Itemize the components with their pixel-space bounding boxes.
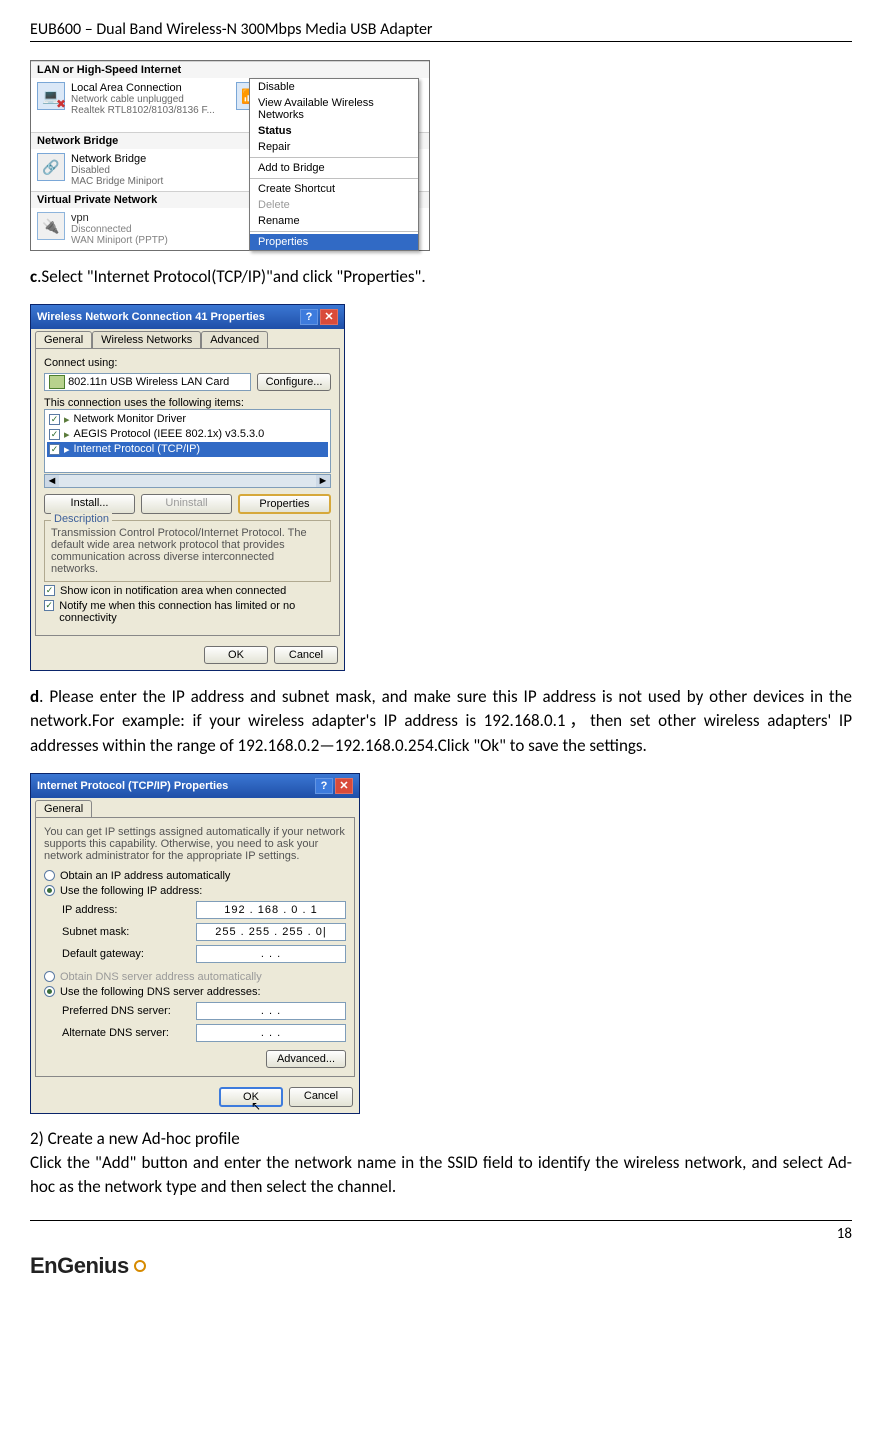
bridge-device: MAC Bridge Miniport: [71, 176, 163, 187]
titlebar-tcpip[interactable]: Internet Protocol (TCP/IP) Properties ? …: [31, 774, 359, 798]
radio-static-dns-label: Use the following DNS server addresses:: [60, 986, 261, 998]
menu-view-networks[interactable]: View Available Wireless Networks: [250, 95, 418, 123]
dns2-label: Alternate DNS server:: [62, 1027, 190, 1039]
menu-disable[interactable]: Disable: [250, 79, 418, 95]
dns2-input[interactable]: . . .: [196, 1024, 346, 1042]
item-tcpip[interactable]: ✓ ▸ Internet Protocol (TCP/IP): [47, 442, 328, 457]
tab-general[interactable]: General: [35, 331, 92, 348]
radio-static-ip-label: Use the following IP address:: [60, 885, 202, 897]
radio-static-dns[interactable]: [44, 986, 55, 997]
step-c-text: c.Select "Internet Protocol(TCP/IP)"and …: [30, 265, 852, 290]
lan-card-icon: [49, 375, 65, 389]
item-aegis[interactable]: ✓ ▸ AEGIS Protocol (IEEE 802.1x) v3.5.3.…: [47, 427, 328, 442]
item-network-monitor[interactable]: ✓ ▸ Network Monitor Driver: [47, 412, 328, 427]
advanced-button[interactable]: Advanced...: [266, 1050, 346, 1068]
menu-add-bridge[interactable]: Add to Bridge: [250, 160, 418, 176]
gw-input[interactable]: . . .: [196, 945, 346, 963]
footer-logo: EnGenius: [30, 1253, 852, 1279]
menu-repair[interactable]: Repair: [250, 139, 418, 155]
notify-label: Notify me when this connection has limit…: [59, 600, 331, 624]
items-list[interactable]: ✓ ▸ Network Monitor Driver ✓ ▸ AEGIS Pro…: [44, 409, 331, 473]
ok-button[interactable]: OK↖: [219, 1087, 283, 1107]
screenshot-network-connections: LAN or High-Speed Internet 💻✖ Local Area…: [30, 60, 430, 251]
dns1-label: Preferred DNS server:: [62, 1005, 190, 1017]
tab-wireless[interactable]: Wireless Networks: [92, 331, 201, 348]
description-label: Description: [51, 513, 112, 525]
show-icon-label: Show icon in notification area when conn…: [60, 585, 286, 597]
intro-text: You can get IP settings assigned automat…: [44, 826, 346, 862]
help-button[interactable]: ?: [315, 778, 333, 794]
category-lan: LAN or High-Speed Internet: [31, 61, 429, 78]
lan-icon: 💻✖: [37, 82, 65, 110]
cancel-button[interactable]: Cancel: [274, 646, 338, 664]
vpn-icon: 🔌: [37, 212, 65, 240]
show-icon-checkbox[interactable]: ✓: [44, 585, 55, 596]
logo-ring-icon: [134, 1260, 146, 1272]
cancel-button[interactable]: Cancel: [289, 1087, 353, 1107]
radio-auto-ip-label: Obtain an IP address automatically: [60, 870, 230, 882]
lan-name: Local Area Connection: [71, 82, 215, 94]
mask-input[interactable]: 255 . 255 . 255 . 0|: [196, 923, 346, 941]
menu-rename[interactable]: Rename: [250, 213, 418, 229]
close-button[interactable]: ✕: [320, 309, 338, 325]
menu-delete: Delete: [250, 197, 418, 213]
adapter-field: 802.11n USB Wireless LAN Card: [44, 373, 251, 391]
uninstall-button: Uninstall: [141, 494, 232, 514]
tab-general[interactable]: General: [35, 800, 92, 817]
install-button[interactable]: Install...: [44, 494, 135, 514]
screenshot-connection-properties: Wireless Network Connection 41 Propertie…: [30, 304, 345, 671]
connect-using-label: Connect using:: [44, 357, 331, 369]
configure-button[interactable]: Configure...: [257, 373, 331, 391]
lan-device: Realtek RTL8102/8103/8136 F...: [71, 105, 215, 116]
connection-lan[interactable]: 💻✖ Local Area Connection Network cable u…: [31, 78, 230, 132]
properties-button[interactable]: Properties: [238, 494, 331, 514]
screenshot-tcpip-properties: Internet Protocol (TCP/IP) Properties ? …: [30, 773, 360, 1114]
description-text: Transmission Control Protocol/Internet P…: [51, 527, 324, 575]
notify-checkbox[interactable]: ✓: [44, 600, 54, 611]
lan-status: Network cable unplugged: [71, 94, 215, 105]
menu-status[interactable]: Status: [250, 123, 418, 139]
menu-shortcut[interactable]: Create Shortcut: [250, 181, 418, 197]
ok-button[interactable]: OK: [204, 646, 268, 664]
section2-body: Click the "Add" button and enter the net…: [30, 1151, 852, 1200]
vpn-device: WAN Miniport (PPTP): [71, 235, 168, 246]
dns1-input[interactable]: . . .: [196, 1002, 346, 1020]
radio-auto-dns-label: Obtain DNS server address automatically: [60, 971, 262, 983]
step-d-text: d. Please enter the IP address and subne…: [30, 685, 852, 759]
radio-auto-ip[interactable]: [44, 870, 55, 881]
bridge-name: Network Bridge: [71, 153, 163, 165]
radio-static-ip[interactable]: [44, 885, 55, 896]
h-scrollbar[interactable]: ◄►: [44, 474, 331, 488]
gw-label: Default gateway:: [62, 948, 190, 960]
page-number: 18: [30, 1220, 852, 1243]
radio-auto-dns: [44, 971, 55, 982]
ip-label: IP address:: [62, 904, 190, 916]
bridge-status: Disabled: [71, 165, 163, 176]
titlebar[interactable]: Wireless Network Connection 41 Propertie…: [31, 305, 344, 329]
page-header: EUB600 – Dual Band Wireless-N 300Mbps Me…: [30, 20, 852, 42]
mask-label: Subnet mask:: [62, 926, 190, 938]
ip-input[interactable]: 192 . 168 . 0 . 1: [196, 901, 346, 919]
vpn-status: Disconnected: [71, 224, 168, 235]
context-menu[interactable]: Disable View Available Wireless Networks…: [249, 78, 419, 251]
help-button[interactable]: ?: [300, 309, 318, 325]
items-label: This connection uses the following items…: [44, 397, 331, 409]
window-title: Wireless Network Connection 41 Propertie…: [37, 311, 265, 323]
tab-advanced[interactable]: Advanced: [201, 331, 268, 348]
window-title-tcpip: Internet Protocol (TCP/IP) Properties: [37, 780, 228, 792]
section2-title: 2) Create a new Ad-hoc profile: [30, 1128, 852, 1149]
bridge-icon: 🔗: [37, 153, 65, 181]
menu-properties[interactable]: Properties: [250, 234, 418, 250]
header-title: EUB600 – Dual Band Wireless-N 300Mbps Me…: [30, 20, 432, 39]
vpn-name: vpn: [71, 212, 168, 224]
close-button[interactable]: ✕: [335, 778, 353, 794]
